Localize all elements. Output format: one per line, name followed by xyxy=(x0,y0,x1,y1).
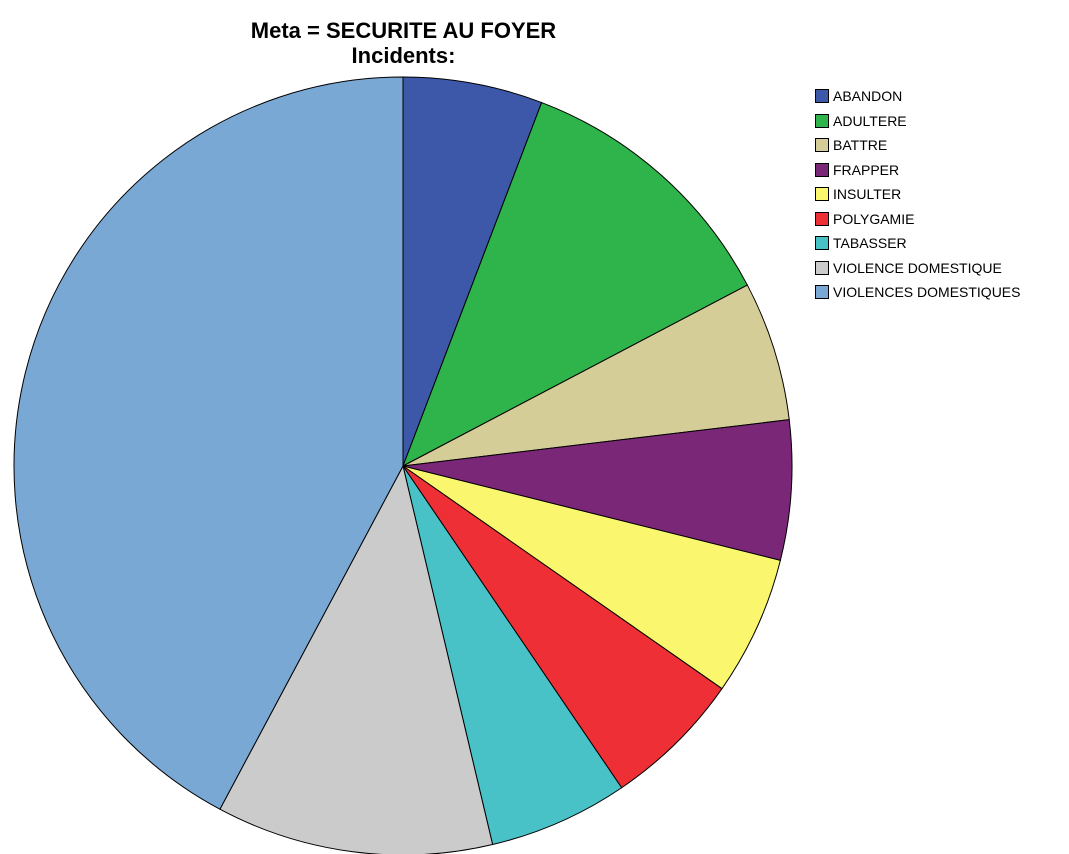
legend-swatch xyxy=(815,260,829,275)
legend-swatch xyxy=(815,138,829,153)
chart-title-line-2: Incidents: xyxy=(351,43,456,68)
legend-item: TABASSER xyxy=(815,231,1020,256)
legend-swatch xyxy=(815,236,829,251)
legend-swatch xyxy=(815,285,829,300)
legend-item: ADULTERE xyxy=(815,109,1020,134)
pie-slice-violences-domestiques xyxy=(13,76,404,810)
pie-slice-adultere xyxy=(402,101,749,468)
legend-label: VIOLENCES DOMESTIQUES xyxy=(833,284,1021,301)
legend-item: BATTRE xyxy=(815,133,1020,158)
legend-swatch xyxy=(815,211,829,226)
pie-slice-abandon xyxy=(402,76,543,467)
pie-slice-polygamie xyxy=(402,465,723,789)
legend-item: POLYGAMIE xyxy=(815,207,1020,232)
legend: ABANDON ADULTERE BATTRE FRAPPER INSULTER POLY… xyxy=(815,84,1020,305)
pie-slice-insulter xyxy=(402,465,781,690)
legend-label: VIOLENCE DOMESTIQUE xyxy=(833,259,1002,276)
legend-label: ADULTERE xyxy=(833,112,907,129)
pie-slice-violence-domestique xyxy=(219,464,494,854)
legend-swatch xyxy=(815,113,829,128)
legend-swatch xyxy=(815,89,829,104)
legend-label: POLYGAMIE xyxy=(833,210,915,227)
pie-slice-battre xyxy=(402,284,790,467)
chart-title-line-1: Meta = SECURITE AU FOYER xyxy=(250,18,557,43)
legend-item: FRAPPER xyxy=(815,158,1020,183)
legend-label: ABANDON xyxy=(833,88,903,105)
pie-slice-frapper xyxy=(402,419,793,561)
legend-label: TABASSER xyxy=(833,235,907,252)
legend-swatch xyxy=(815,162,829,177)
legend-label: BATTRE xyxy=(833,137,888,154)
legend-item: ABANDON xyxy=(815,84,1020,109)
legend-item: VIOLENCES DOMESTIQUES xyxy=(815,280,1020,305)
pie-slice-tabasser xyxy=(402,465,623,846)
chart-title: Meta = SECURITE AU FOYER Incidents: xyxy=(0,18,807,68)
legend-item: INSULTER xyxy=(815,182,1020,207)
legend-label: FRAPPER xyxy=(833,161,900,178)
legend-item: VIOLENCE DOMESTIQUE xyxy=(815,256,1020,281)
legend-swatch xyxy=(815,187,829,202)
legend-label: INSULTER xyxy=(833,186,902,203)
